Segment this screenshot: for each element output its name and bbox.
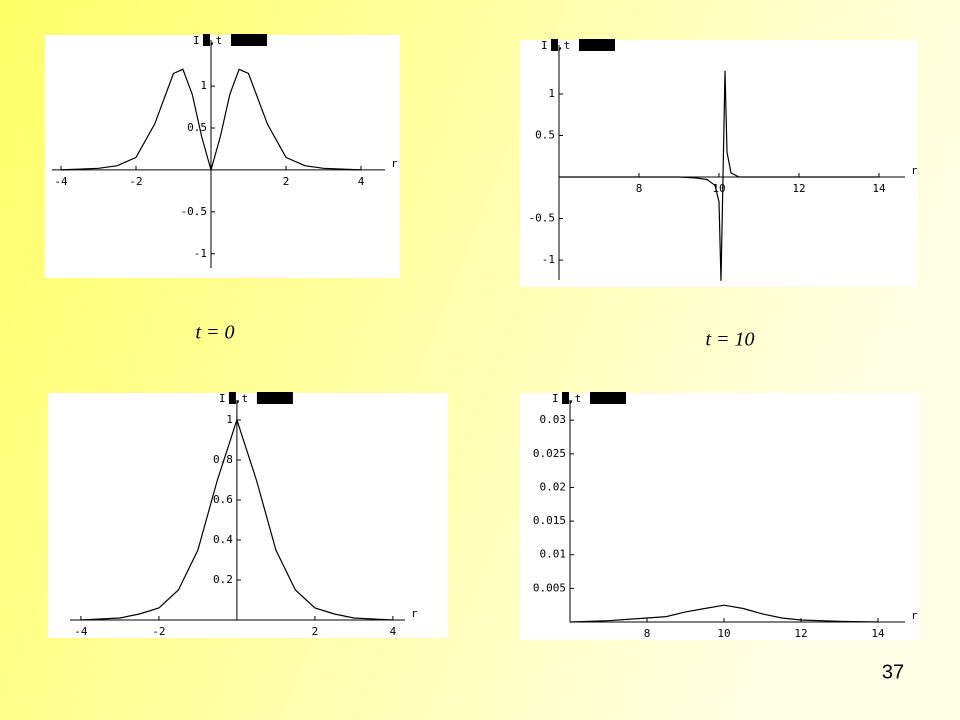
x-axis-label: r — [911, 609, 918, 622]
y-tick-label: 0.005 — [533, 581, 566, 594]
label-mask — [579, 39, 615, 51]
y-tick-label: 0.5 — [535, 129, 555, 142]
x-tick-label: -2 — [129, 175, 142, 188]
x-tick-label: 8 — [636, 182, 643, 195]
page-number: 37 — [882, 661, 904, 683]
y-axis-label: I — [219, 392, 226, 405]
plot-box — [520, 40, 918, 287]
y-tick-label: -0.5 — [181, 205, 208, 218]
x-tick-label: 2 — [312, 625, 319, 638]
y-axis-label: ,t — [568, 392, 581, 405]
data-line — [80, 418, 393, 621]
x-tick-label: 8 — [644, 627, 651, 640]
y-axis-label: I — [541, 39, 548, 52]
y-tick-label: 0.6 — [213, 493, 233, 506]
x-tick-label: 10 — [712, 182, 725, 195]
y-tick-label: 1 — [200, 79, 207, 92]
label-mask — [256, 392, 293, 404]
plot-box — [45, 35, 400, 278]
y-tick-label: 0.015 — [533, 514, 566, 527]
x-tick-label: -4 — [74, 625, 88, 638]
y-tick-label: -1 — [194, 247, 207, 260]
x-tick-label: -4 — [54, 175, 68, 188]
y-axis-label: I — [193, 34, 200, 47]
y-tick-label: 0.02 — [540, 480, 567, 493]
label-mask — [231, 34, 267, 46]
y-tick-label: 0.5 — [187, 121, 207, 134]
x-tick-label: 2 — [283, 175, 290, 188]
y-axis-label: ,t — [235, 392, 248, 405]
plot-box — [520, 393, 920, 640]
y-tick-label: 0.4 — [213, 533, 233, 546]
plot-box — [48, 393, 448, 638]
y-tick-label: 1 — [226, 413, 233, 426]
label-mask — [562, 392, 569, 404]
y-tick-label: 0.03 — [540, 413, 567, 426]
y-tick-label: 0.8 — [213, 453, 233, 466]
caption: t = 10 — [705, 329, 754, 351]
y-tick-label: -0.5 — [529, 212, 556, 225]
y-axis-label: ,t — [557, 39, 570, 52]
y-axis-label: ,t — [209, 34, 222, 47]
x-tick-label: 14 — [871, 627, 885, 640]
x-axis-label: r — [911, 164, 918, 177]
y-axis-label: I — [552, 392, 559, 405]
y-tick-label: 1 — [548, 87, 555, 100]
x-tick-label: 12 — [794, 627, 807, 640]
label-mask — [203, 34, 210, 46]
y-tick-label: 0.2 — [213, 573, 233, 586]
x-axis-label: r — [391, 157, 398, 170]
label-mask — [551, 39, 558, 51]
x-tick-label: 4 — [358, 175, 365, 188]
caption: t = 0 — [195, 322, 234, 344]
x-tick-label: 10 — [717, 627, 730, 640]
data-line — [569, 604, 879, 623]
data-line — [559, 70, 879, 281]
y-tick-label: 0.01 — [540, 548, 567, 561]
y-tick-label: -1 — [542, 253, 555, 266]
x-tick-label: 4 — [390, 625, 397, 638]
x-tick-label: -2 — [152, 625, 165, 638]
x-tick-label: 14 — [872, 182, 886, 195]
x-tick-label: 12 — [792, 182, 805, 195]
data-line — [60, 68, 362, 173]
y-tick-label: 0.025 — [533, 447, 566, 460]
x-axis-label: r — [411, 607, 418, 620]
label-mask — [590, 392, 626, 404]
label-mask — [228, 392, 236, 404]
